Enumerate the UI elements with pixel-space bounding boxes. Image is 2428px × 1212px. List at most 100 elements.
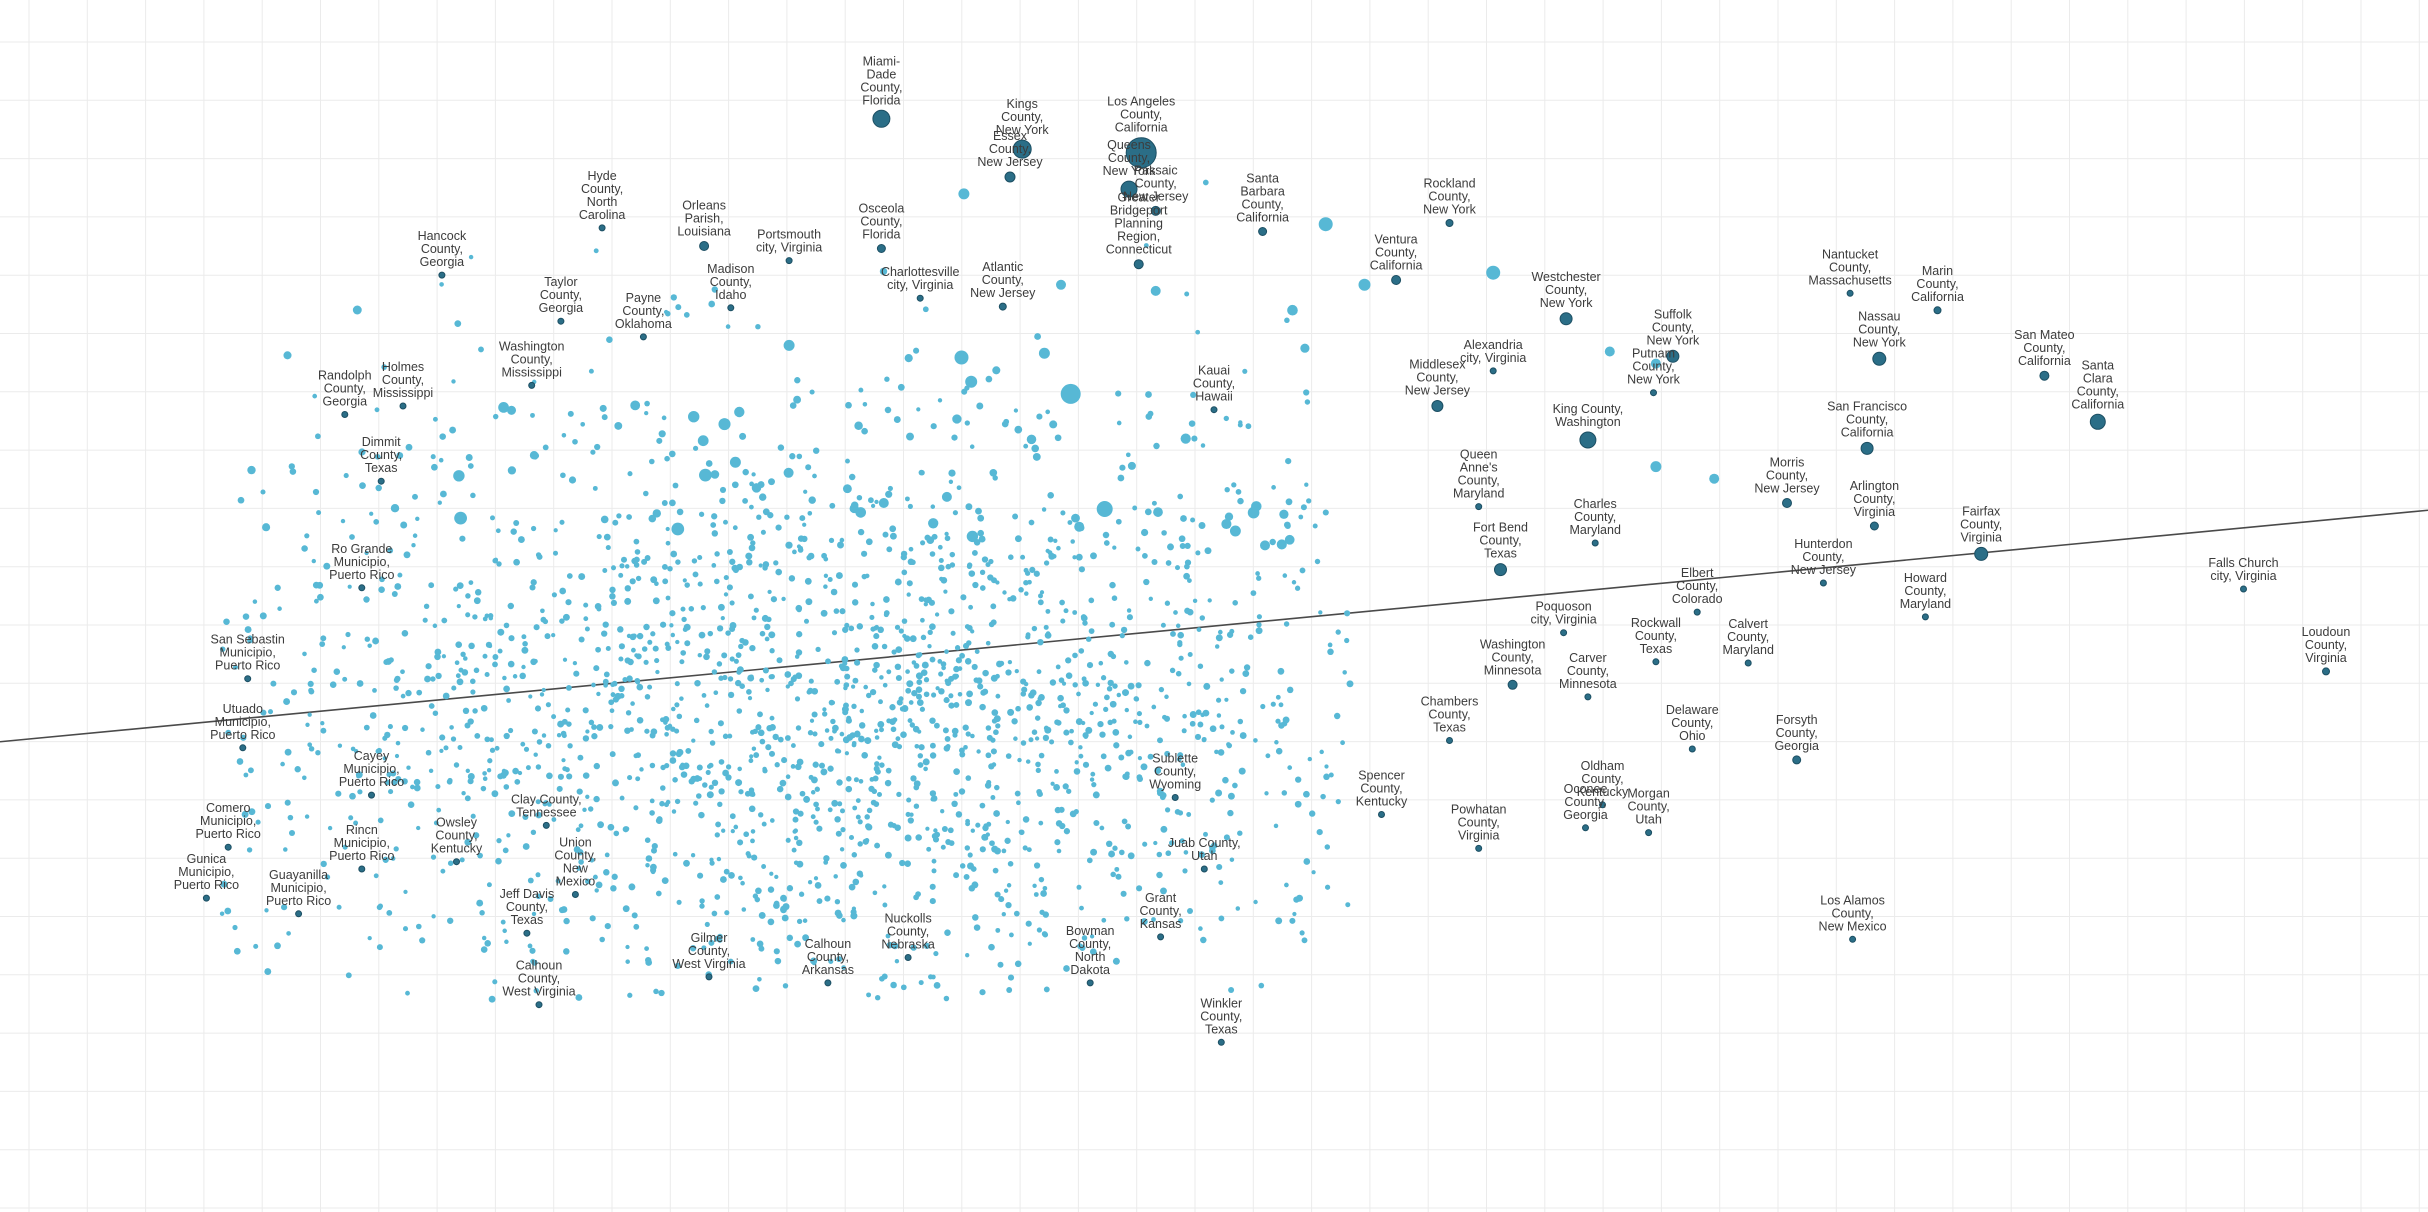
labeled-point[interactable] [1559,312,1573,326]
labeled-point[interactable] [1120,180,1138,198]
labeled-point[interactable] [1652,658,1660,666]
labeled-point[interactable] [1446,737,1453,744]
labeled-point[interactable] [699,241,710,251]
labeled-point[interactable] [1921,613,1929,621]
labeled-point[interactable] [1200,865,1208,873]
labeled-point[interactable] [598,224,606,232]
scatter-point [1207,598,1212,603]
labeled-point[interactable] [872,109,891,128]
labeled-point[interactable] [295,910,303,918]
labeled-point[interactable] [1645,829,1653,837]
scatter-point [1175,623,1181,629]
labeled-point[interactable] [1872,351,1887,366]
labeled-point[interactable] [358,584,366,592]
labeled-point[interactable] [1012,139,1032,159]
scatter-point [349,792,356,800]
labeled-point[interactable] [1391,275,1402,285]
labeled-point[interactable] [1744,659,1752,667]
labeled-point[interactable] [1086,979,1094,987]
labeled-point[interactable] [705,973,713,981]
labeled-point[interactable] [1378,811,1385,818]
labeled-point[interactable] [535,1001,543,1009]
labeled-point[interactable] [1599,801,1606,809]
labeled-point[interactable] [557,317,565,325]
scatter-point [761,614,769,622]
labeled-point[interactable] [571,891,579,898]
labeled-point[interactable] [824,979,832,987]
labeled-point[interactable] [1582,824,1589,832]
labeled-point[interactable] [1171,794,1179,801]
labeled-point[interactable] [1494,563,1507,577]
labeled-point[interactable] [1650,389,1657,397]
scatter-point [830,718,836,725]
scatter-point [773,560,779,566]
labeled-point[interactable] [1782,498,1792,508]
labeled-point[interactable] [239,744,247,752]
labeled-point[interactable] [341,411,349,418]
labeled-point[interactable] [1004,171,1016,183]
labeled-point[interactable] [876,244,886,253]
labeled-point[interactable] [202,894,210,902]
labeled-point[interactable] [916,294,924,302]
scatter-point [1247,634,1254,640]
labeled-point[interactable] [1431,400,1444,412]
labeled-point[interactable] [1217,1038,1225,1046]
scatter-point [1028,519,1035,526]
labeled-point[interactable] [1869,521,1879,531]
labeled-point[interactable] [1150,205,1161,216]
labeled-point[interactable] [1210,406,1218,414]
labeled-point[interactable] [1579,431,1597,449]
labeled-point[interactable] [1591,539,1599,547]
labeled-point[interactable] [2089,413,2106,430]
labeled-point[interactable] [1819,579,1827,587]
labeled-point[interactable] [358,865,366,873]
labeled-point[interactable] [785,257,793,265]
labeled-point[interactable] [224,843,232,851]
point-label: Calhoun County, West Virginia [502,959,575,999]
labeled-point[interactable] [1475,503,1483,511]
labeled-point[interactable] [1688,745,1696,753]
labeled-point[interactable] [438,271,446,279]
labeled-point[interactable] [453,858,460,866]
labeled-point[interactable] [1792,755,1802,765]
labeled-point[interactable] [1849,935,1857,943]
labeled-point[interactable] [2322,667,2330,676]
scatter-point [1160,887,1167,895]
labeled-point[interactable] [523,929,531,937]
labeled-point[interactable] [1125,137,1157,169]
labeled-point[interactable] [1445,219,1454,227]
labeled-point[interactable] [904,954,912,961]
scatter-point [438,457,444,463]
labeled-point[interactable] [377,477,385,485]
scatter-point [889,525,897,533]
labeled-point[interactable] [1157,933,1165,941]
labeled-point[interactable] [1584,693,1592,701]
labeled-point[interactable] [639,333,647,341]
labeled-point[interactable] [1846,289,1854,297]
labeled-point[interactable] [1666,349,1680,363]
labeled-point[interactable] [1560,629,1568,637]
scatter-point [1079,944,1086,951]
labeled-point[interactable] [368,791,375,799]
labeled-point[interactable] [2240,585,2247,593]
labeled-point[interactable] [1860,441,1874,455]
labeled-point[interactable] [1974,546,1989,561]
scatter-point [1238,767,1246,775]
labeled-point[interactable] [1258,227,1268,236]
labeled-point[interactable] [998,302,1007,311]
labeled-point[interactable] [244,675,252,683]
labeled-point[interactable] [399,402,407,410]
labeled-point[interactable] [1489,367,1497,375]
scatter-point [913,803,920,809]
labeled-point[interactable] [542,821,550,829]
labeled-point[interactable] [1475,844,1483,852]
labeled-point[interactable] [1933,306,1942,315]
labeled-point[interactable] [528,381,536,389]
labeled-point[interactable] [1507,679,1518,690]
labeled-point[interactable] [1133,259,1144,270]
labeled-point[interactable] [1693,608,1701,616]
scatter-point [799,515,806,522]
scatter-point [967,852,973,858]
labeled-point[interactable] [727,304,735,312]
labeled-point[interactable] [2039,370,2050,381]
